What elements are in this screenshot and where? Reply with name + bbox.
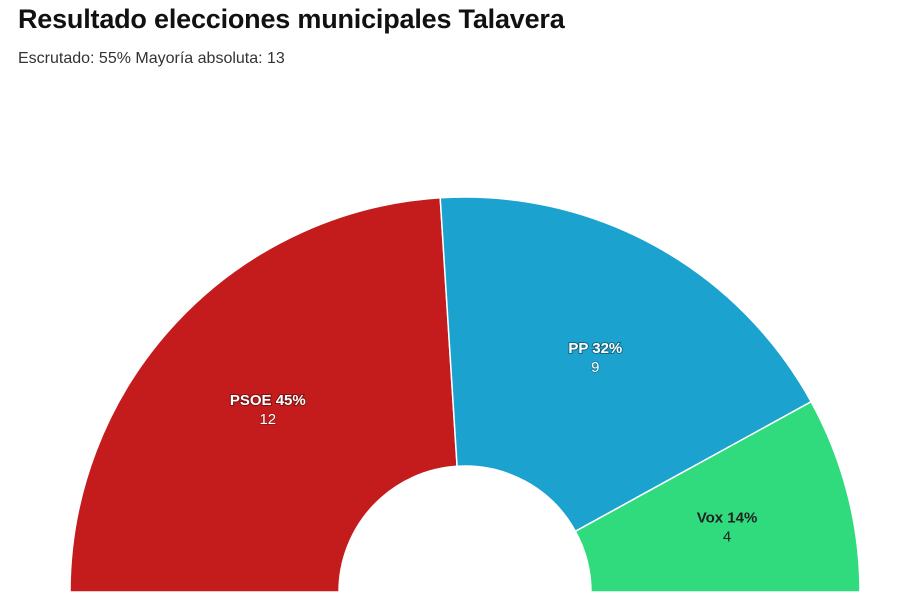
slice-psoe[interactable] bbox=[69, 196, 458, 593]
chart-slices bbox=[69, 196, 861, 593]
chart-subtitle: Escrutado: 55% Mayoría absoluta: 13 bbox=[18, 50, 285, 67]
chart-labels: PSOE 45% 12 PP 32% 9 Vox 14% 4 bbox=[229, 339, 758, 546]
slice-label-psoe: PSOE 45% bbox=[230, 392, 306, 409]
slice-seats-pp: 9 bbox=[591, 359, 599, 376]
slice-seats-psoe: 12 bbox=[259, 411, 276, 428]
slice-seats-vox: 4 bbox=[723, 529, 731, 546]
slice-label-pp: PP 32% bbox=[568, 340, 622, 357]
slice-label-vox: Vox 14% bbox=[697, 510, 758, 527]
slice-vox[interactable] bbox=[574, 400, 861, 593]
chart-title: Resultado elecciones municipales Talaver… bbox=[18, 4, 565, 34]
slice-pp[interactable] bbox=[439, 196, 813, 533]
